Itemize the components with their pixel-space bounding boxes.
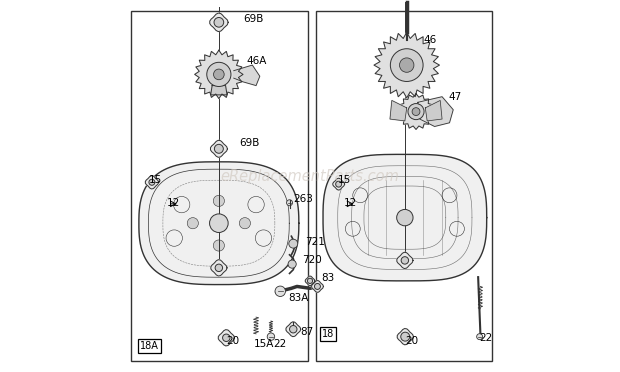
Circle shape — [213, 240, 224, 251]
Circle shape — [397, 209, 413, 226]
Circle shape — [408, 103, 424, 120]
Polygon shape — [374, 32, 440, 98]
Text: 18A: 18A — [140, 341, 159, 351]
Polygon shape — [211, 86, 227, 95]
Circle shape — [399, 58, 414, 72]
Circle shape — [215, 264, 223, 272]
Circle shape — [149, 179, 155, 185]
Text: 83: 83 — [321, 273, 334, 283]
Bar — [131, 11, 308, 361]
Text: 720: 720 — [302, 255, 322, 264]
Text: 18: 18 — [322, 329, 334, 339]
Circle shape — [289, 239, 298, 248]
Polygon shape — [323, 154, 487, 281]
Text: 263: 263 — [294, 194, 314, 203]
Circle shape — [207, 62, 231, 86]
Polygon shape — [195, 50, 243, 99]
Circle shape — [215, 144, 223, 153]
Circle shape — [401, 332, 410, 341]
Polygon shape — [390, 100, 407, 121]
Circle shape — [223, 334, 230, 341]
Circle shape — [187, 218, 198, 229]
Text: 20: 20 — [405, 336, 419, 346]
Circle shape — [401, 257, 409, 264]
Text: 83A: 83A — [288, 293, 309, 302]
Text: 12: 12 — [343, 198, 356, 208]
Text: 46: 46 — [423, 35, 436, 45]
Circle shape — [290, 326, 297, 333]
Polygon shape — [211, 140, 228, 157]
Circle shape — [391, 49, 423, 81]
Circle shape — [275, 286, 285, 296]
Circle shape — [288, 260, 296, 268]
Circle shape — [210, 214, 228, 232]
Circle shape — [239, 218, 250, 229]
Text: 87: 87 — [301, 327, 314, 337]
Text: eReplacementParts.com: eReplacementParts.com — [221, 169, 399, 184]
Polygon shape — [312, 280, 324, 292]
Polygon shape — [286, 322, 301, 337]
Circle shape — [214, 17, 224, 27]
Polygon shape — [333, 178, 345, 190]
Circle shape — [477, 334, 482, 340]
Polygon shape — [210, 13, 228, 32]
Text: 46A: 46A — [247, 57, 267, 66]
Text: 15A: 15A — [254, 339, 274, 349]
Text: 22: 22 — [480, 333, 493, 343]
Polygon shape — [145, 176, 159, 189]
Circle shape — [412, 108, 420, 116]
Circle shape — [286, 200, 293, 206]
Text: 20: 20 — [226, 336, 239, 346]
Text: 721: 721 — [306, 237, 326, 247]
Circle shape — [213, 195, 224, 206]
Text: 47: 47 — [448, 92, 462, 102]
Polygon shape — [305, 276, 315, 286]
Text: 22: 22 — [273, 339, 286, 349]
Polygon shape — [425, 100, 442, 121]
Circle shape — [335, 181, 342, 187]
Polygon shape — [218, 330, 234, 346]
Bar — [316, 11, 492, 361]
Polygon shape — [397, 252, 413, 269]
Text: 12: 12 — [167, 198, 180, 208]
Text: 15: 15 — [149, 175, 162, 185]
Polygon shape — [211, 260, 227, 276]
Polygon shape — [398, 94, 434, 129]
Polygon shape — [397, 328, 414, 345]
Polygon shape — [418, 97, 453, 126]
Polygon shape — [234, 65, 260, 86]
Circle shape — [308, 278, 312, 283]
Polygon shape — [139, 162, 299, 285]
Text: 69B: 69B — [239, 138, 260, 148]
Circle shape — [314, 283, 321, 289]
Text: 69B: 69B — [243, 15, 264, 24]
Circle shape — [267, 333, 275, 340]
Circle shape — [213, 69, 224, 80]
Text: 15: 15 — [339, 175, 352, 185]
